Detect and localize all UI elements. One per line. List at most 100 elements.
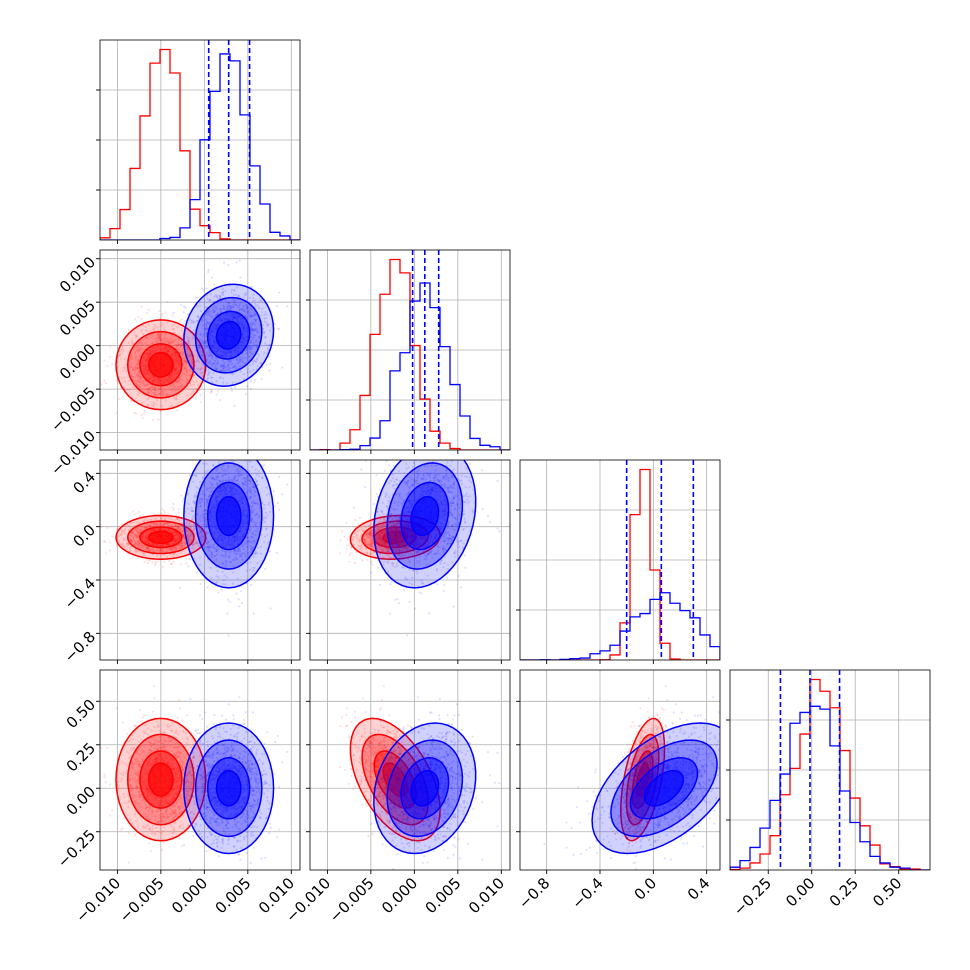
sample-point <box>150 352 153 355</box>
sample-point <box>245 352 248 355</box>
sample-point <box>199 401 202 404</box>
sample-point <box>151 403 155 406</box>
sample-point <box>180 343 183 346</box>
sample-point <box>228 367 231 370</box>
sample-point <box>205 331 208 334</box>
sample-point <box>139 376 142 379</box>
sample-point <box>183 373 186 376</box>
sample-point <box>186 385 189 389</box>
sample-point <box>211 357 214 360</box>
sample-point <box>177 355 180 358</box>
sample-point <box>154 349 158 352</box>
sample-point <box>175 343 178 347</box>
sample-point <box>196 296 199 299</box>
sample-point <box>167 341 171 344</box>
sample-point <box>179 563 182 566</box>
sample-point <box>205 313 208 316</box>
sample-point <box>266 323 269 326</box>
sample-point <box>210 376 213 379</box>
sample-point <box>170 375 173 378</box>
sample-point <box>160 339 163 343</box>
sample-point <box>206 378 209 381</box>
sample-point <box>179 366 182 369</box>
sample-point <box>130 399 133 402</box>
sample-point <box>175 359 178 362</box>
sample-point <box>163 329 166 332</box>
sample-point <box>286 305 289 308</box>
sample-point <box>146 390 149 393</box>
sample-point <box>174 396 177 399</box>
sample-point <box>181 353 185 356</box>
sample-point <box>158 392 161 396</box>
sample-point <box>170 352 173 356</box>
sample-point <box>121 344 124 347</box>
sample-point <box>275 304 278 307</box>
sample-point <box>149 376 153 380</box>
sample-point <box>199 345 202 348</box>
sample-point <box>187 341 190 344</box>
sample-point <box>119 357 122 360</box>
sample-point <box>256 345 259 348</box>
sample-point <box>152 380 155 383</box>
sample-point <box>147 373 150 376</box>
sample-point <box>154 389 158 392</box>
sample-point <box>187 339 190 342</box>
sample-point <box>171 379 174 382</box>
sample-point <box>189 374 192 377</box>
sample-point <box>194 397 197 400</box>
sample-point <box>144 359 147 362</box>
sample-point <box>177 357 180 360</box>
sample-point <box>235 303 238 306</box>
sample-point <box>228 600 231 603</box>
sample-point <box>147 349 150 352</box>
sample-point <box>147 308 150 311</box>
sample-point <box>148 378 151 381</box>
sample-point <box>212 309 216 312</box>
sample-point <box>155 339 158 342</box>
sample-point <box>142 381 145 384</box>
sample-point <box>103 379 106 382</box>
sample-point <box>177 359 180 362</box>
sample-point <box>235 261 238 264</box>
sample-point <box>139 375 142 379</box>
sample-point <box>173 365 176 368</box>
sample-point <box>174 357 177 361</box>
sample-point <box>146 357 149 360</box>
sample-point <box>145 353 148 356</box>
sample-point <box>205 287 208 290</box>
sample-point <box>235 365 238 368</box>
sample-point <box>159 336 162 339</box>
sample-point <box>240 341 243 344</box>
sample-point <box>134 412 137 415</box>
sample-point <box>146 352 150 355</box>
sample-point <box>241 341 244 345</box>
sample-point <box>219 316 222 319</box>
sample-point <box>178 337 181 340</box>
sample-point <box>230 456 232 458</box>
sample-point <box>214 327 217 330</box>
sample-point <box>118 353 122 356</box>
sample-point <box>248 364 251 367</box>
sample-point <box>252 293 255 296</box>
sample-point <box>150 389 153 393</box>
sample-point <box>218 457 220 459</box>
y-tick-label: 0.0 <box>69 521 99 551</box>
sample-point <box>221 353 224 357</box>
sample-point <box>176 388 179 391</box>
sample-point <box>148 349 151 352</box>
sample-point <box>217 353 220 356</box>
sample-point <box>138 391 141 395</box>
sample-point <box>160 349 163 352</box>
sample-point <box>168 405 171 408</box>
sample-point <box>152 348 155 351</box>
sample-point <box>210 390 213 393</box>
sample-point <box>210 315 213 318</box>
sample-point <box>172 384 175 387</box>
sample-point <box>159 410 162 413</box>
sample-point <box>222 454 224 456</box>
sample-point <box>155 348 158 351</box>
sample-point <box>241 332 244 336</box>
sample-point <box>215 362 218 365</box>
sample-point <box>253 380 256 383</box>
sample-point <box>246 318 249 321</box>
